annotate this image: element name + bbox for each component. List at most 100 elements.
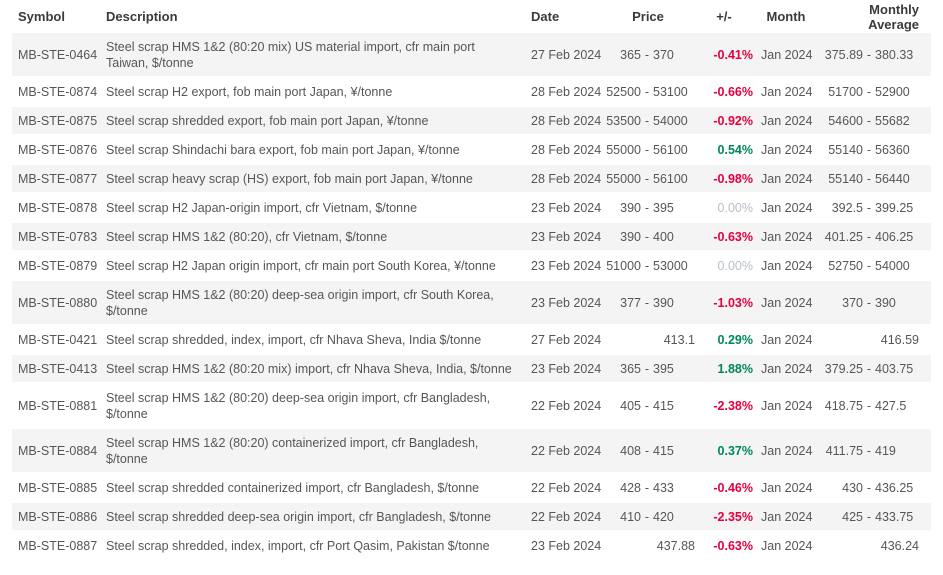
price-cell-low: 377	[620, 295, 641, 310]
table-row[interactable]: MB-STE-0887 Steel scrap shredded, index, …	[12, 532, 931, 561]
range-separator: -	[644, 295, 650, 310]
table-row[interactable]: MB-STE-0879 Steel scrap H2 Japan origin i…	[12, 252, 931, 281]
description-cell: Steel scrap H2 Japan origin import, cfr …	[106, 258, 496, 273]
table-row[interactable]: MB-STE-0880 Steel scrap HMS 1&2 (80:20) d…	[12, 281, 931, 326]
monthly-average-cell-high: 390	[875, 295, 896, 310]
range-separator: -	[866, 200, 872, 215]
symbol-cell: MB-STE-0874	[18, 84, 98, 99]
symbol-cell: MB-STE-0877	[18, 171, 98, 186]
symbol-cell: MB-STE-0884	[18, 443, 98, 458]
monthly-average-cell: 411.75-419	[819, 437, 919, 464]
price-cell: 408-415	[601, 437, 695, 464]
col-header-price: Price	[632, 9, 664, 24]
change-cell: -1.03%	[713, 295, 753, 310]
price-cell: 55000-56100	[601, 165, 695, 192]
range-separator: -	[644, 229, 650, 244]
symbol-cell: MB-STE-0886	[18, 509, 98, 524]
change-cell: -0.66%	[713, 84, 753, 99]
change-cell: -2.38%	[713, 398, 753, 413]
month-cell: Jan 2024	[761, 84, 813, 99]
price-cell-low: 365	[620, 361, 641, 376]
monthly-average-cell-high: 56440	[875, 171, 910, 186]
range-separator: -	[644, 47, 650, 62]
table-row[interactable]: MB-STE-0875 Steel scrap shredded export, …	[12, 107, 931, 136]
month-cell: Jan 2024	[761, 509, 813, 524]
range-separator: -	[644, 113, 650, 128]
symbol-cell: MB-STE-0413	[18, 361, 98, 376]
monthly-average-cell-high: 436.25	[875, 480, 914, 495]
symbol-cell: MB-STE-0880	[18, 295, 98, 310]
monthly-average-cell-low: 54600	[828, 113, 863, 128]
monthly-average-cell: 55140-56360	[819, 136, 919, 163]
range-separator: -	[866, 398, 872, 413]
monthly-average-cell-high: 56360	[875, 142, 910, 157]
description-cell: Steel scrap shredded containerized impor…	[106, 480, 480, 495]
change-cell: 0.54%	[717, 142, 753, 157]
change-cell: 0.00%	[717, 258, 753, 273]
change-cell: -0.41%	[713, 47, 753, 62]
price-cell: 55000-56100	[601, 136, 695, 163]
table-row[interactable]: MB-STE-0783 Steel scrap HMS 1&2 (80:20), …	[12, 223, 931, 252]
price-cell: 413.1	[601, 326, 695, 353]
table-row[interactable]: MB-STE-0874 Steel scrap H2 export, fob ma…	[12, 78, 931, 107]
monthly-average-cell: 425-433.75	[819, 503, 919, 530]
range-separator: -	[866, 171, 872, 186]
range-separator: -	[866, 47, 872, 62]
monthly-average-cell-high: 380.33	[875, 47, 914, 62]
price-cell-low: 51000	[606, 258, 641, 273]
description-cell: Steel scrap heavy scrap (HS) export, fob…	[106, 171, 473, 186]
symbol-cell: MB-STE-0421	[18, 332, 98, 347]
monthly-average-cell: 375.89-380.33	[819, 41, 919, 68]
date-cell: 27 Feb 2024	[531, 332, 602, 347]
col-header-change: +/-	[716, 9, 732, 24]
month-cell: Jan 2024	[761, 361, 813, 376]
range-separator: -	[644, 84, 650, 99]
price-cell-high: 420	[653, 509, 674, 524]
monthly-average-cell: 370-390	[819, 289, 919, 316]
monthly-average-cell: 416.59	[819, 326, 919, 353]
col-header-description: Description	[106, 9, 178, 24]
price-cell-low: 428	[620, 480, 641, 495]
table-row[interactable]: MB-STE-0421 Steel scrap shredded, index, …	[12, 326, 931, 355]
monthly-average-cell-high: 403.75	[875, 361, 914, 376]
table-row[interactable]: MB-STE-0878 Steel scrap H2 Japan-origin i…	[12, 194, 931, 223]
table-row[interactable]: MB-STE-0885 Steel scrap shredded containe…	[12, 474, 931, 503]
month-cell: Jan 2024	[761, 443, 813, 458]
date-cell: 22 Feb 2024	[531, 480, 602, 495]
table-row[interactable]: MB-STE-0884 Steel scrap HMS 1&2 (80:20) c…	[12, 429, 931, 474]
month-cell: Jan 2024	[761, 258, 813, 273]
monthly-average-cell-low: 51700	[828, 84, 863, 99]
date-cell: 28 Feb 2024	[531, 84, 602, 99]
month-cell: Jan 2024	[761, 538, 813, 553]
price-cell: 52500-53100	[601, 78, 695, 105]
monthly-average-cell-low: 425	[842, 509, 863, 524]
monthly-average-cell-low: 401.25	[824, 229, 863, 244]
date-cell: 23 Feb 2024	[531, 361, 602, 376]
table-row[interactable]: MB-STE-0886 Steel scrap shredded deep-sea…	[12, 503, 931, 532]
date-cell: 28 Feb 2024	[531, 171, 602, 186]
col-header-monthly-average: Monthly Average	[868, 1, 919, 32]
date-cell: 22 Feb 2024	[531, 398, 602, 413]
table-row[interactable]: MB-STE-0876 Steel scrap Shindachi bara ex…	[12, 136, 931, 165]
monthly-average-cell-high: 433.75	[875, 509, 914, 524]
monthly-average-cell-high: 399.25	[875, 200, 914, 215]
price-cell-high: 395	[653, 361, 674, 376]
description-cell: Steel scrap HMS 1&2 (80:20), cfr Vietnam…	[106, 229, 388, 244]
price-cell-low: 55000	[606, 142, 641, 157]
table-row[interactable]: MB-STE-0413 Steel scrap HMS 1&2 (80:20 mi…	[12, 355, 931, 384]
price-cell-high: 56100	[653, 171, 688, 186]
table-row[interactable]: MB-STE-0881 Steel scrap HMS 1&2 (80:20) d…	[12, 384, 931, 429]
price-cell-low: 390	[620, 200, 641, 215]
date-cell: 28 Feb 2024	[531, 113, 602, 128]
description-cell: Steel scrap H2 export, fob main port Jap…	[106, 84, 393, 99]
range-separator: -	[866, 295, 872, 310]
change-cell: -0.92%	[713, 113, 753, 128]
table-row[interactable]: MB-STE-0464 Steel scrap HMS 1&2 (80:20 mi…	[12, 33, 931, 78]
range-separator: -	[644, 443, 650, 458]
monthly-average-cell-low: 418.75	[824, 398, 863, 413]
description-cell: Steel scrap HMS 1&2 (80:20 mix) import, …	[106, 361, 512, 376]
symbol-cell: MB-STE-0881	[18, 398, 98, 413]
table-row[interactable]: MB-STE-0877 Steel scrap heavy scrap (HS) …	[12, 165, 931, 194]
range-separator: -	[866, 84, 872, 99]
range-separator: -	[866, 113, 872, 128]
